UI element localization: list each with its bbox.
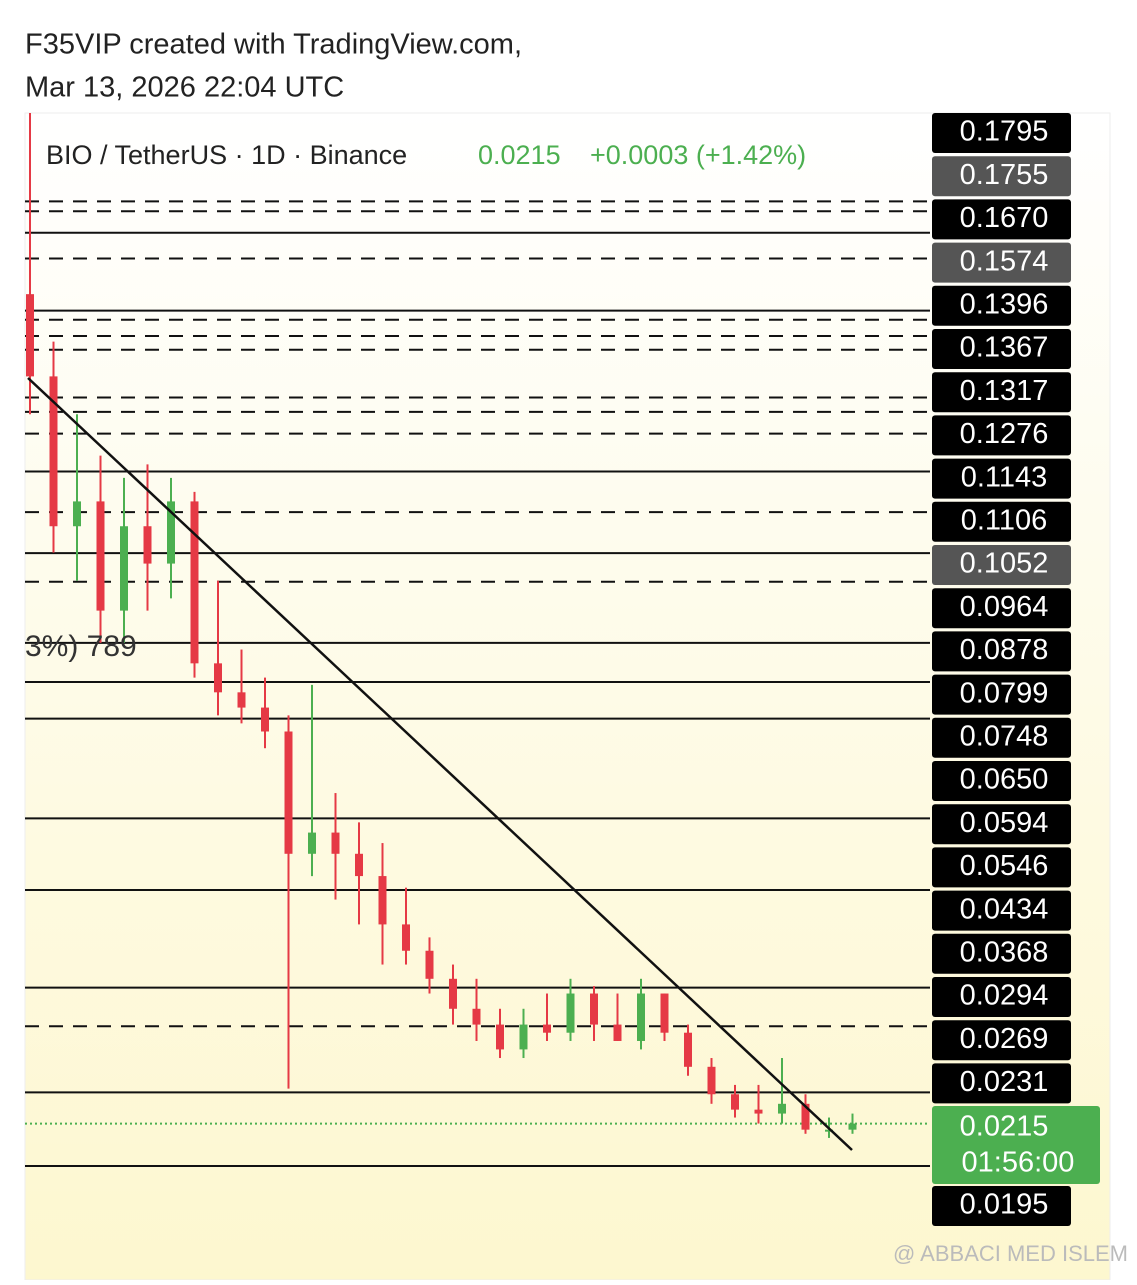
candle-body: [26, 294, 34, 377]
price-label-bg: [932, 242, 1071, 283]
price-label: 0.1396: [960, 288, 1049, 320]
price-label-bg: [932, 372, 1071, 413]
candle-body: [261, 707, 269, 732]
price-label-bg: [932, 761, 1071, 801]
price-label-bg: [932, 890, 1071, 931]
candle-body: [731, 1094, 739, 1110]
price-label-bg: [932, 1186, 1071, 1226]
price-label-bg: [932, 545, 1071, 585]
price-label-bg: [932, 329, 1071, 369]
candle-body: [120, 526, 128, 611]
price-label: 0.0546: [960, 850, 1049, 882]
price-label-bg: [932, 933, 1071, 974]
price-label: 0.0195: [960, 1189, 1049, 1221]
price-label-bg: [932, 1106, 1100, 1184]
price-label-bg: [932, 804, 1071, 845]
candle-body: [331, 832, 340, 854]
price-label-bg: [932, 847, 1071, 888]
price-label-bg: [932, 113, 1071, 153]
candle-body: [308, 832, 316, 854]
candle-body: [637, 993, 645, 1041]
price-label: 0.1106: [961, 504, 1048, 536]
candle-body: [284, 731, 293, 854]
candle-body: [543, 1024, 551, 1033]
candle-body: [449, 978, 457, 1009]
price-label-bg: [932, 717, 1071, 758]
candle-body: [167, 501, 175, 564]
price-label-bg: [932, 199, 1071, 240]
price-label: 0.0964: [960, 591, 1049, 623]
candle-body: [425, 950, 434, 979]
price-label: 0.1143: [961, 461, 1048, 493]
price-label: 0.0878: [960, 634, 1049, 666]
price-label: 0.0434: [960, 893, 1049, 925]
price-label-bg: [932, 588, 1071, 629]
watermark: @ ABBACI MED ISLEM: [893, 1241, 1128, 1266]
symbol-title: BIO / TetherUS · 1D · Binance: [46, 140, 407, 170]
price-label: 0.1052: [960, 548, 1049, 580]
candle-body: [49, 376, 58, 527]
candle-body: [190, 501, 199, 664]
candle-body: [684, 1032, 692, 1067]
price-label-bg: [932, 674, 1071, 715]
price-label-bg: [932, 977, 1071, 1017]
price-label-bg: [932, 415, 1071, 456]
price-label: 0.1367: [960, 332, 1049, 364]
trend-line: [27, 377, 853, 1151]
candle-body: [214, 663, 222, 693]
price-label: 0.1574: [960, 245, 1049, 277]
price-label: 0.0294: [960, 980, 1049, 1012]
price-label: 0.1755: [960, 159, 1049, 191]
price-label: 0.0215: [960, 1111, 1049, 1143]
candle-body: [519, 1024, 528, 1050]
price-label: 0.0269: [960, 1023, 1049, 1055]
candle-body: [848, 1123, 857, 1130]
candle-body: [355, 853, 363, 877]
price-label-bg: [932, 631, 1071, 672]
candle-body: [73, 501, 81, 527]
candle-body: [801, 1103, 810, 1130]
candle-body: [613, 1024, 622, 1041]
candle-body: [707, 1066, 716, 1095]
last-price: 0.0215: [478, 140, 561, 170]
price-label: 0.0748: [960, 720, 1049, 752]
price-label: 0.0799: [960, 677, 1049, 709]
price-change: +0.0003 (+1.42%): [590, 140, 806, 170]
price-label: 0.1795: [960, 116, 1049, 148]
price-label: 0.1670: [960, 202, 1049, 234]
candle-body: [754, 1109, 763, 1114]
chart-area: [24, 112, 1111, 1281]
candle-body: [402, 924, 410, 951]
header-line: Mar 13, 2026 22:04 UTC: [25, 72, 344, 104]
candle-body: [496, 1024, 504, 1050]
overlay-fragment: 3%) 789: [25, 630, 137, 663]
price-label: 0.1276: [960, 418, 1049, 450]
price-label-bg: [932, 285, 1071, 326]
candle-body: [660, 993, 669, 1033]
price-label-bg: [932, 156, 1071, 197]
candle-body: [378, 876, 387, 925]
price-label: 0.0231: [960, 1066, 1049, 1098]
price-label-bg: [932, 1063, 1071, 1104]
price-label: 0.0650: [960, 764, 1049, 796]
candle-body: [590, 993, 598, 1025]
candle-body: [143, 526, 152, 564]
candle-body: [472, 1008, 481, 1025]
price-label-bg: [932, 458, 1071, 499]
candle-body: [96, 501, 105, 611]
candle-body: [566, 993, 575, 1033]
price-label: 0.0368: [960, 936, 1049, 968]
price-label-bg: [932, 1020, 1071, 1061]
price-label: 0.1317: [960, 375, 1049, 407]
candle-body: [237, 692, 246, 708]
candle-body: [778, 1103, 786, 1114]
countdown: 01:56:00: [962, 1147, 1075, 1179]
price-label: 0.0594: [960, 807, 1049, 839]
candle-body: [825, 1129, 833, 1132]
header-line: F35VIP created with TradingView.com,: [25, 29, 522, 61]
price-label-bg: [932, 501, 1071, 542]
